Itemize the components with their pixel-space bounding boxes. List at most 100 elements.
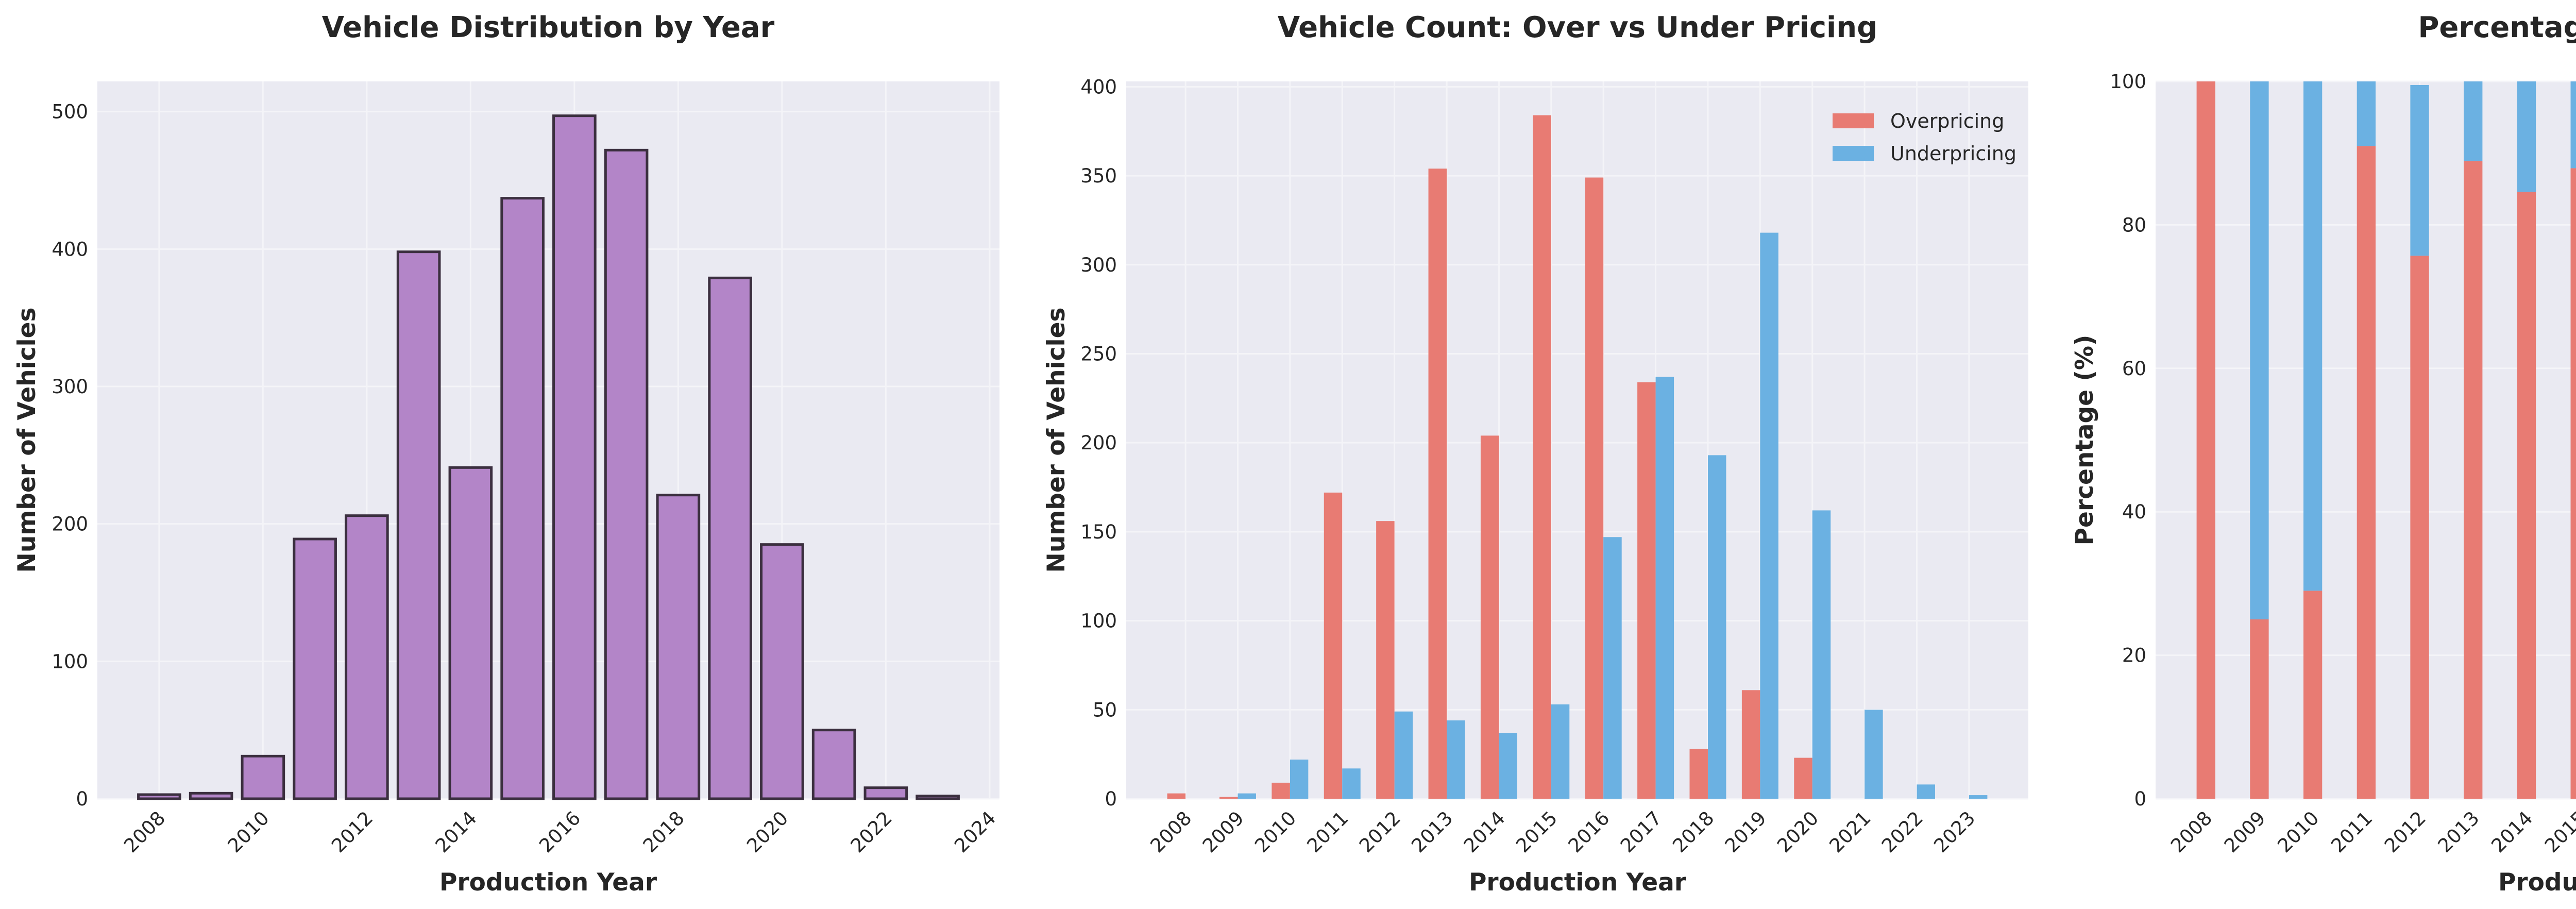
y-tick-label: 60: [2122, 358, 2146, 380]
bar-underpricing-2021: [1865, 710, 1883, 799]
bar-underpricing-2016: [1603, 537, 1622, 799]
y-tick-label: 400: [52, 238, 88, 260]
bar-2015: [500, 197, 545, 800]
bar-underpricing-2013: [1447, 720, 1465, 799]
bar-overpricing-2009: [2250, 619, 2269, 799]
legend-label: Underpricing: [1890, 142, 2016, 165]
bar-overpricing-2014: [2517, 192, 2536, 799]
x-axis-label: Production Year: [2498, 868, 2576, 897]
bar-overpricing-2012: [1376, 521, 1395, 799]
y-tick-label: 300: [1080, 254, 1117, 276]
bar-underpricing-2011: [2357, 81, 2376, 146]
bar-underpricing-2011: [1342, 768, 1361, 799]
bar-underpricing-2017: [1655, 377, 1674, 799]
legend-swatch-overpricing: [1833, 113, 1874, 128]
bar-overpricing-2013: [2464, 161, 2483, 799]
y-ticks: 0 20 40 60 80 100: [2110, 71, 2146, 810]
bar-overpricing-2019: [1741, 690, 1760, 799]
bar-2020: [760, 543, 804, 800]
y-tick-label: 0: [76, 788, 88, 810]
bar-2017: [604, 148, 649, 800]
y-tick-label: 80: [2122, 214, 2146, 236]
bar-underpricing-2009: [2250, 81, 2269, 619]
bar-underpricing-2023: [1969, 795, 1988, 799]
bar-2012: [345, 514, 389, 800]
bar-overpricing-2014: [1480, 435, 1499, 799]
bar-overpricing-2013: [1428, 169, 1447, 799]
y-tick-label: 350: [1080, 165, 1117, 187]
legend: Overpricing Underpricing: [1833, 110, 2016, 165]
bar-underpricing-2020: [1812, 510, 1831, 799]
bar-2009: [189, 792, 233, 800]
panel-counts: Vehicle Count: Over vs Under Pricing 0 50…: [1042, 11, 2028, 897]
bar-2010: [241, 754, 285, 800]
y-tick-label: 50: [1093, 699, 1117, 721]
bar-overpricing-2016: [1585, 177, 1604, 799]
bar-2013: [396, 250, 441, 800]
y-tick-label: 100: [2110, 71, 2146, 93]
bar-underpricing-2022: [1917, 784, 1936, 799]
y-axis-label: Number of Vehicles: [13, 307, 41, 573]
bar-overpricing-2015: [1533, 115, 1551, 799]
bar-2008: [137, 793, 181, 800]
bar-underpricing-2009: [1238, 793, 1256, 799]
bar-underpricing-2019: [1760, 232, 1778, 799]
bars: [2196, 81, 2576, 799]
y-tick-label: 200: [1080, 432, 1117, 454]
bar-underpricing-2014: [1499, 733, 1517, 799]
y-ticks: 0 100 200 300 400 500: [52, 101, 88, 810]
bar-underpricing-2012: [2410, 85, 2429, 256]
bar-overpricing-2011: [1324, 492, 1343, 799]
y-tick-label: 200: [52, 513, 88, 535]
bar-overpricing-2020: [1794, 758, 1812, 799]
bars: [1167, 115, 1988, 799]
y-axis-label: Number of Vehicles: [1042, 307, 1071, 573]
bar-underpricing-2013: [2464, 81, 2483, 161]
bar-underpricing-2015: [2570, 81, 2576, 169]
y-tick-label: 400: [1080, 76, 1117, 98]
chart-title: Vehicle Distribution by Year: [322, 11, 775, 44]
bar-underpricing-2015: [1551, 704, 1570, 799]
bar-overpricing-2015: [2570, 168, 2576, 799]
bar-overpricing-2008: [1167, 793, 1186, 799]
bar-overpricing-2009: [1219, 797, 1238, 799]
bar-2014: [448, 466, 493, 800]
bar-overpricing-2010: [1272, 782, 1290, 799]
y-tick-label: 250: [1080, 343, 1117, 365]
bar-underpricing-2010: [1290, 760, 1309, 799]
y-ticks: 0 50 100 150 200 250 300 350 400: [1080, 76, 1117, 810]
x-axis-label: Production Year: [1469, 868, 1687, 897]
y-tick-label: 300: [52, 376, 88, 398]
y-tick-label: 150: [1080, 521, 1117, 543]
plot-area: [97, 81, 999, 799]
legend-swatch-underpricing: [1833, 146, 1874, 161]
y-tick-label: 40: [2122, 501, 2146, 523]
bar-2023: [916, 795, 960, 800]
bar-2021: [811, 729, 856, 800]
y-tick-label: 100: [1080, 610, 1117, 632]
bar-underpricing-2014: [2517, 81, 2536, 192]
y-tick-label: 0: [1105, 788, 1117, 810]
bar-underpricing-2012: [1394, 711, 1413, 799]
y-tick-label: 500: [52, 101, 88, 123]
x-axis-label: Production Year: [439, 868, 657, 897]
y-tick-label: 20: [2122, 645, 2146, 667]
bars: [137, 114, 960, 800]
bar-overpricing-2010: [2303, 591, 2323, 799]
y-tick-label: 0: [2134, 788, 2146, 810]
bar-2011: [293, 537, 337, 800]
bar-2019: [708, 276, 752, 800]
bar-overpricing-2017: [1637, 382, 1656, 799]
bar-2016: [552, 114, 597, 800]
y-tick-label: 100: [52, 650, 88, 672]
bar-overpricing-2018: [1689, 749, 1708, 799]
bar-underpricing-2010: [2303, 81, 2323, 591]
bar-2022: [863, 786, 908, 800]
legend-label: Overpricing: [1890, 110, 2004, 132]
plot-area: [1126, 81, 2028, 799]
bar-overpricing-2008: [2196, 81, 2215, 799]
chart-title: Percentage Breakdown: [2418, 11, 2576, 44]
bar-overpricing-2012: [2410, 256, 2429, 799]
